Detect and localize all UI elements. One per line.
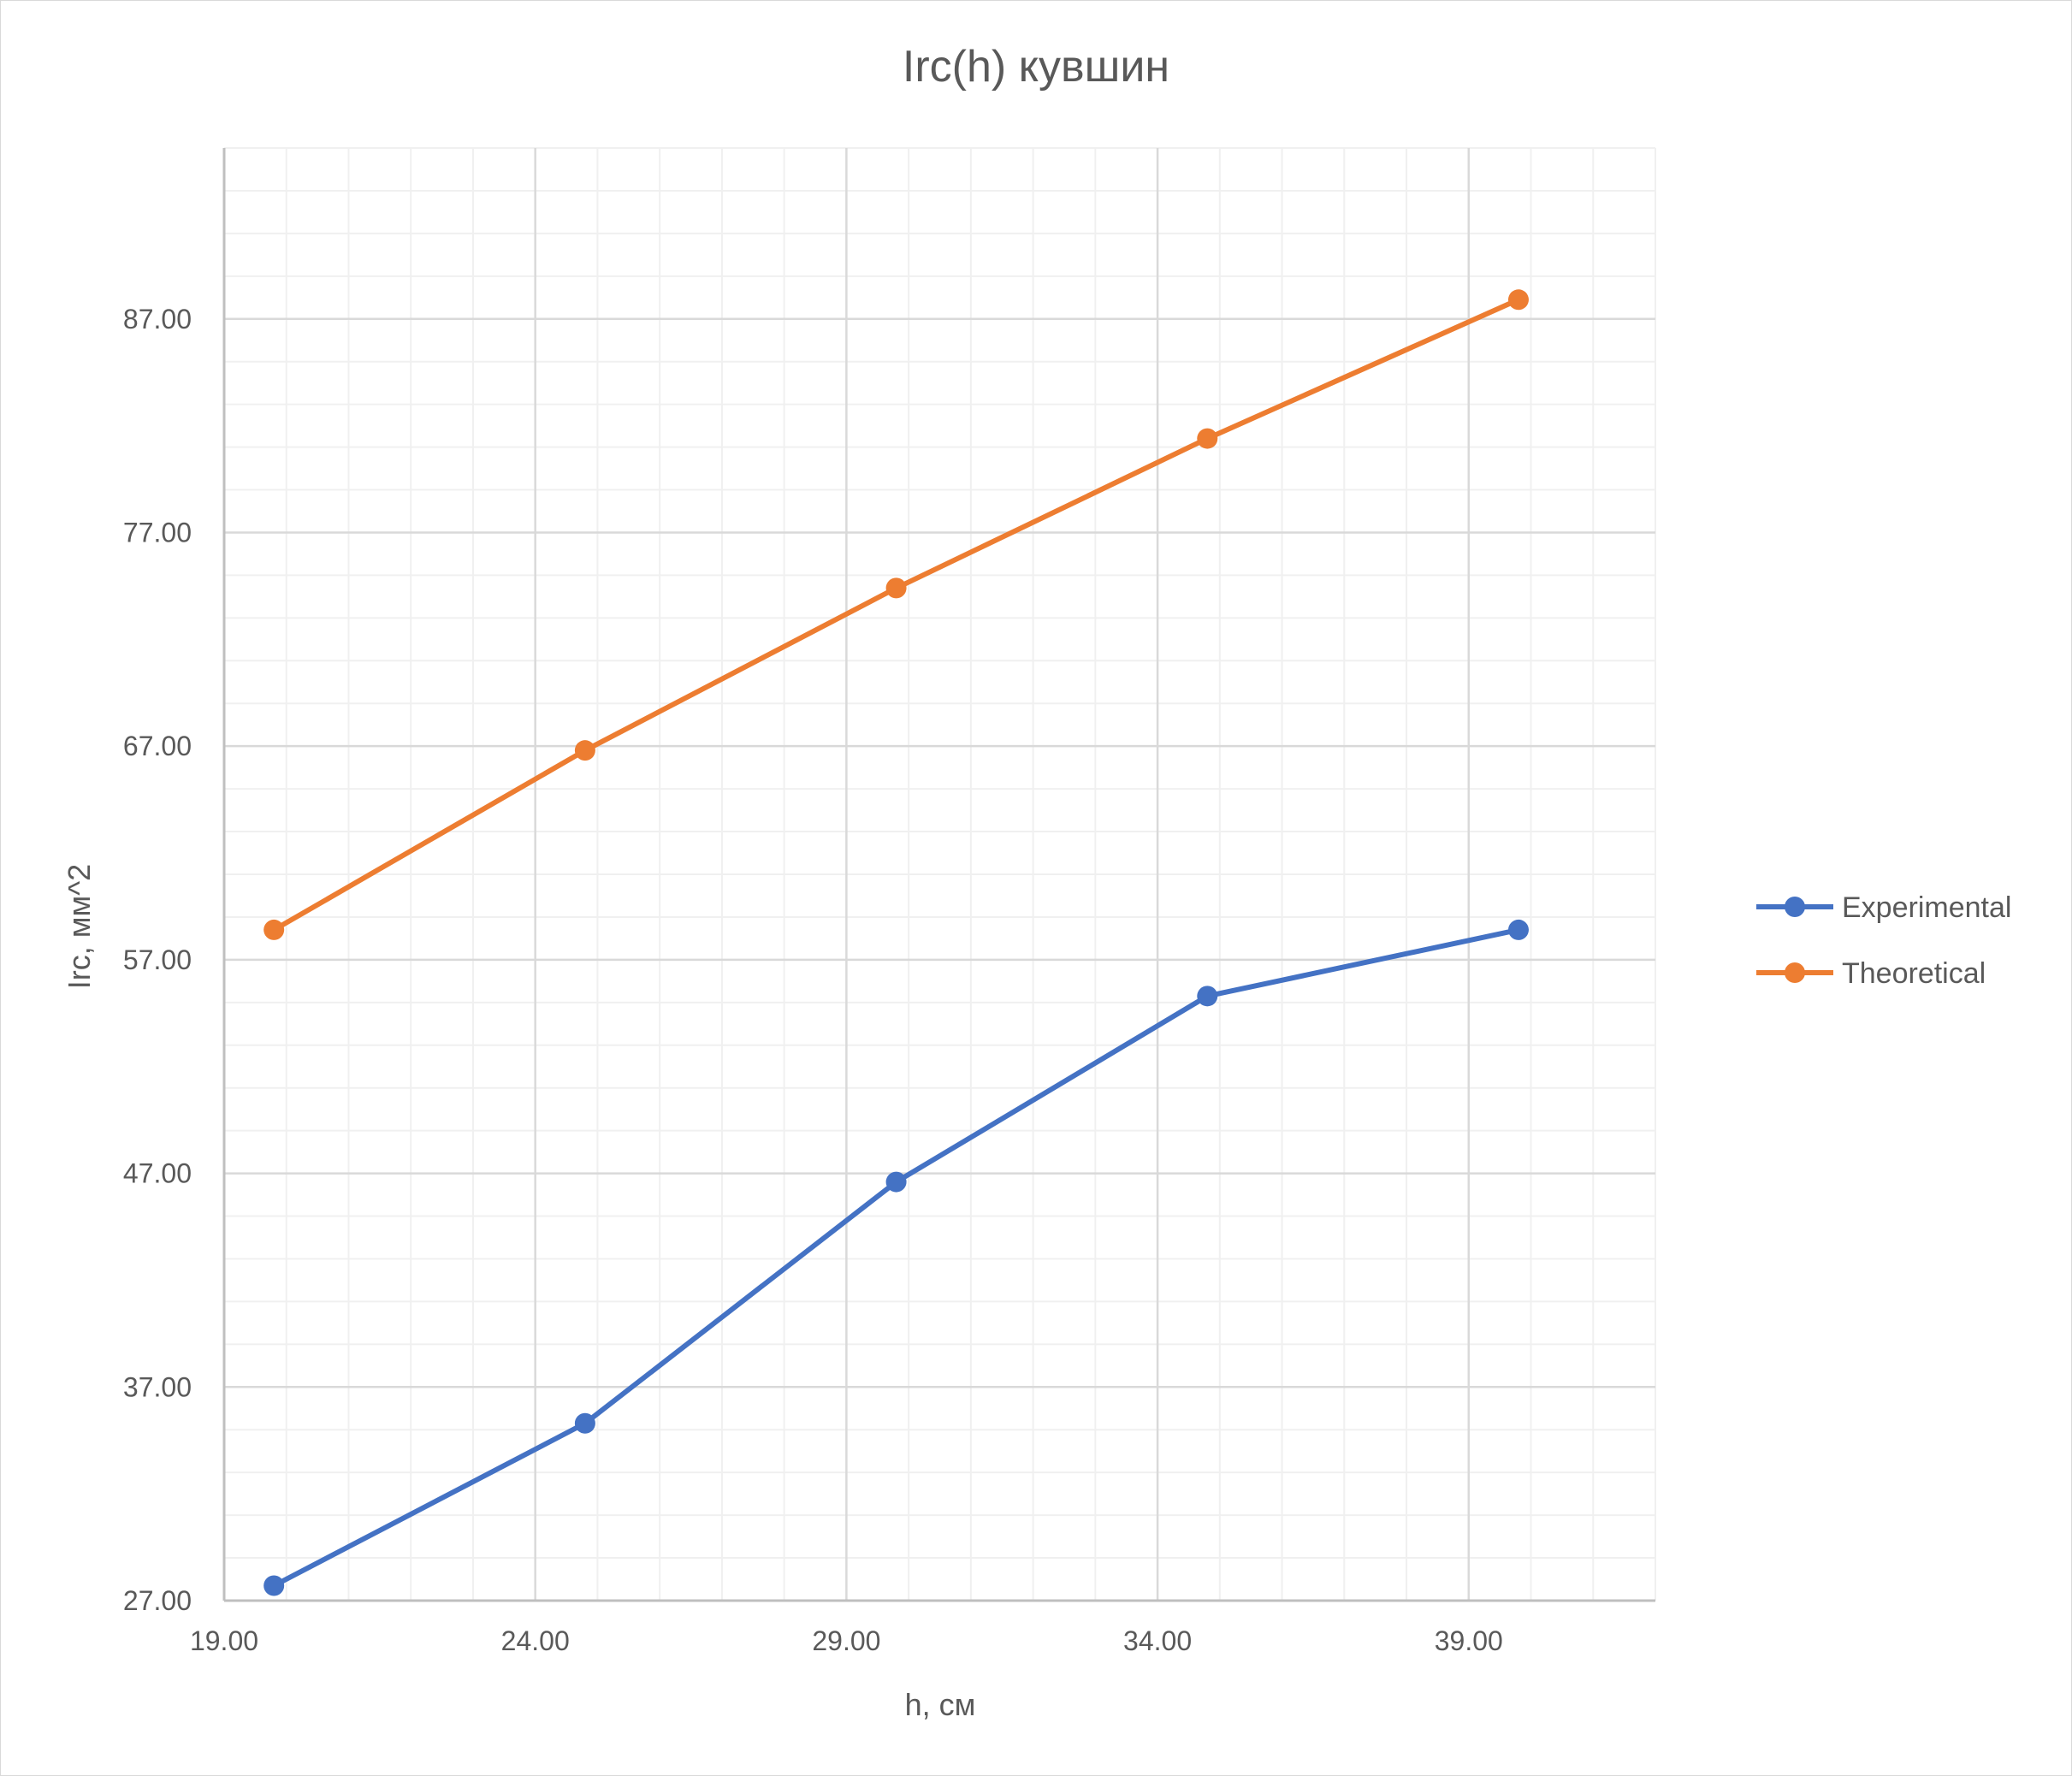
data-point-experimental — [1507, 919, 1529, 940]
chart-title: Irc(h) кувшин — [903, 42, 1169, 92]
legend-label-experimental: Experimental — [1842, 891, 2011, 924]
data-point-experimental — [1197, 986, 1218, 1007]
series-layer — [263, 289, 1529, 1596]
legend-marker-experimental — [1785, 897, 1805, 917]
data-point-theoretical — [263, 919, 285, 940]
y-tick-label: 67.00 — [123, 731, 192, 761]
data-point-experimental — [885, 1171, 907, 1193]
data-point-experimental — [263, 1575, 285, 1596]
x-axis-title: h, см — [905, 1687, 976, 1722]
y-axis-title: Irc, мм^2 — [62, 864, 97, 989]
y-tick-label: 27.00 — [123, 1585, 192, 1616]
legend: Experimental Theoretical — [1756, 891, 2011, 990]
legend-marker-theoretical — [1785, 962, 1805, 983]
y-axis-tick-labels: 27.00 37.00 47.00 57.00 67.00 77.00 87.00 — [123, 304, 192, 1616]
x-tick-label: 24.00 — [501, 1625, 570, 1656]
series-line-theoretical — [271, 297, 1521, 932]
x-tick-label: 39.00 — [1435, 1625, 1503, 1656]
data-point-experimental — [574, 1412, 595, 1434]
minor-grid — [224, 147, 1656, 1601]
y-tick-label: 37.00 — [123, 1371, 192, 1402]
y-tick-label: 77.00 — [123, 517, 192, 548]
y-tick-label: 57.00 — [123, 944, 192, 975]
x-axis-tick-labels: 19.00 24.00 29.00 34.00 39.00 — [190, 1625, 1503, 1656]
data-point-theoretical — [1197, 428, 1218, 449]
x-tick-label: 19.00 — [190, 1625, 258, 1656]
y-tick-label: 87.00 — [123, 304, 192, 334]
x-tick-label: 34.00 — [1123, 1625, 1192, 1656]
legend-label-theoretical: Theoretical — [1842, 957, 1986, 990]
data-point-theoretical — [574, 740, 595, 761]
legend-item-experimental: Experimental — [1756, 891, 2011, 924]
axis-lines — [222, 148, 1655, 1602]
data-point-theoretical — [1507, 289, 1529, 311]
series-line-experimental — [271, 926, 1521, 1589]
data-point-theoretical — [885, 577, 907, 599]
y-tick-label: 47.00 — [123, 1158, 192, 1189]
legend-item-theoretical: Theoretical — [1756, 957, 1986, 990]
series-experimental — [263, 919, 1529, 1596]
x-tick-label: 29.00 — [812, 1625, 880, 1656]
series-theoretical — [263, 289, 1529, 940]
